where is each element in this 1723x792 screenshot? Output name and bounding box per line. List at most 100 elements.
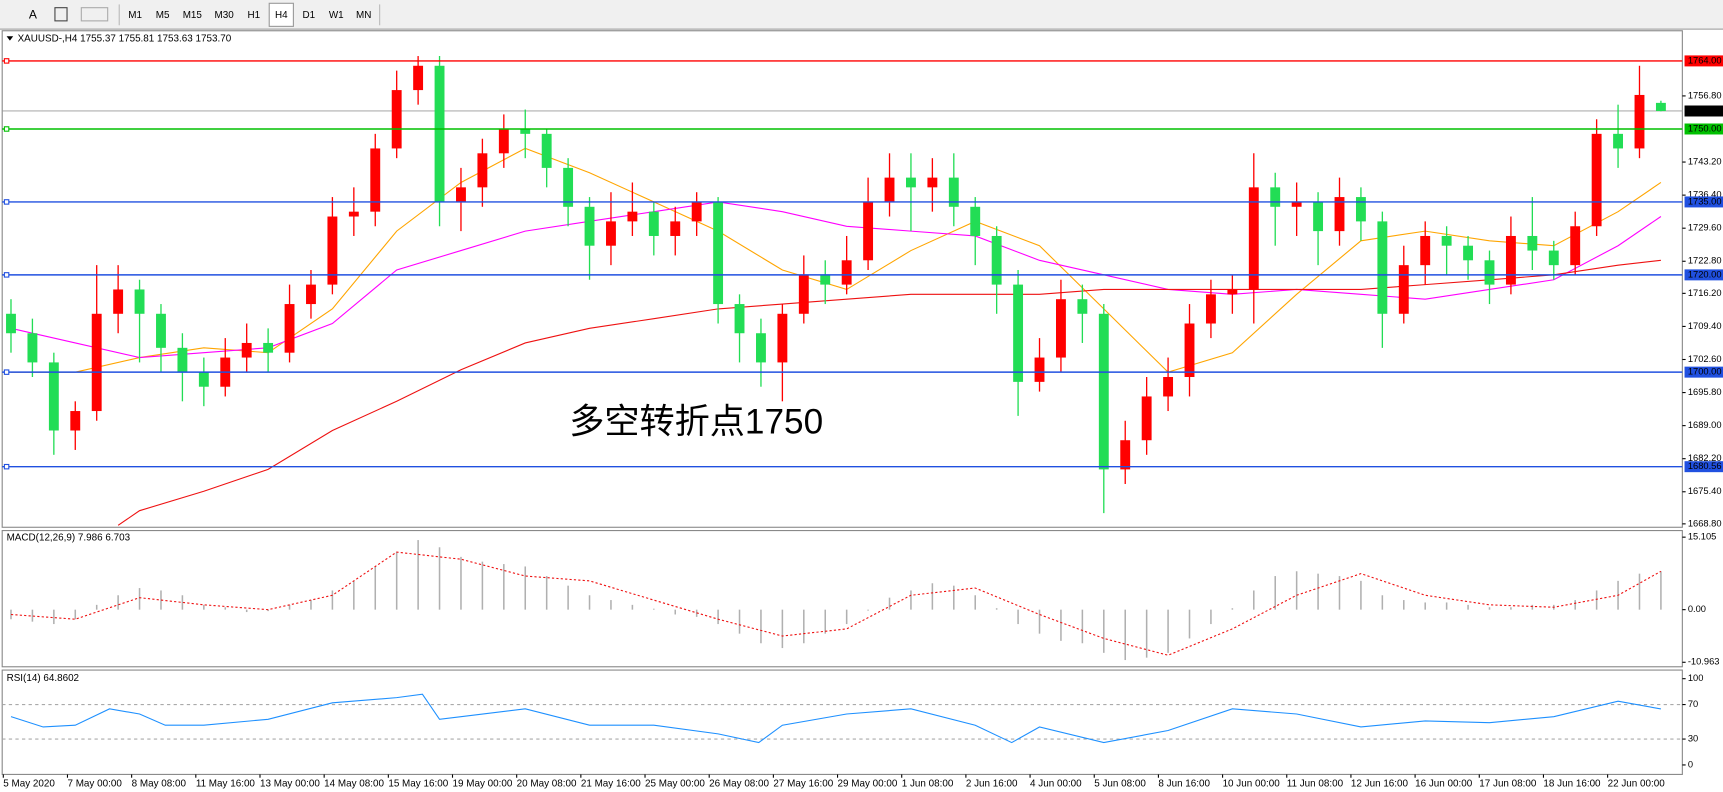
level-label: 1700.00 [1688, 367, 1722, 377]
candle-body [1055, 299, 1066, 358]
candle-body [1505, 235, 1516, 285]
candle-body [1355, 197, 1366, 222]
timeframe-button[interactable]: M30 [215, 10, 235, 21]
candle-body [263, 342, 274, 353]
y-tick-label: 1743.20 [1688, 157, 1722, 167]
candle-body [1463, 245, 1474, 261]
x-tick-label: 14 May 08:00 [324, 778, 384, 789]
level-handle[interactable] [3, 58, 10, 64]
candle-body [1184, 323, 1195, 378]
level-label-bg [1684, 269, 1723, 281]
collapse-arrow[interactable] [6, 36, 14, 41]
x-tick-label: 5 Jun 08:00 [1094, 778, 1146, 789]
level-handle[interactable] [3, 463, 10, 470]
timeframe-button[interactable]: MN [356, 10, 371, 21]
main-panel [1, 30, 1683, 528]
indicator-line [10, 693, 1662, 744]
x-tick-label: 26 May 08:00 [709, 778, 769, 789]
candle-body [456, 187, 466, 202]
tool-button[interactable]: A [29, 8, 38, 22]
candle-body [1227, 289, 1238, 295]
x-tick-label: 29 May 00:00 [838, 778, 898, 789]
candle-body [584, 206, 595, 246]
candle-body [1291, 201, 1302, 207]
candle-body [370, 148, 381, 212]
candle-body [1398, 265, 1409, 314]
x-tick-label: 13 May 00:00 [260, 778, 320, 789]
y-tick-label: 30 [1688, 734, 1698, 744]
candle-body [177, 347, 188, 373]
candle-body [48, 362, 59, 431]
candle-body [670, 221, 681, 236]
candle-body [1655, 102, 1666, 111]
candle-body [991, 235, 1002, 285]
candle-body [541, 133, 552, 168]
toolbar-separator [118, 4, 120, 26]
y-tick-label: 1729.60 [1688, 223, 1722, 233]
y-tick-label: 1675.40 [1688, 486, 1722, 496]
x-tick-label: 20 May 08:00 [517, 778, 577, 789]
candle-body [948, 177, 959, 207]
timeframe-button[interactable]: H1 [248, 10, 261, 21]
timeframe-button[interactable]: W1 [329, 10, 344, 21]
timeframe-button[interactable]: M5 [156, 10, 170, 21]
signal-line [10, 551, 1662, 656]
level-handle[interactable] [3, 369, 10, 375]
candle-body [1634, 94, 1645, 149]
candle-body [1441, 235, 1452, 246]
level-handle[interactable] [3, 272, 10, 278]
level-label-bg [1684, 55, 1723, 67]
toolbar-separator [379, 4, 381, 26]
y-tick-label: 1702.60 [1688, 354, 1722, 364]
x-tick-label: 7 May 00:00 [67, 778, 122, 789]
candle-body [1034, 357, 1045, 382]
y-tick-label: 100 [1688, 673, 1704, 683]
candle-body [606, 221, 616, 246]
y-tick-label: 0 [1688, 759, 1693, 769]
y-tick-label: 1722.80 [1688, 256, 1722, 266]
y-tick-label: 70 [1688, 699, 1698, 709]
candle-body [1163, 377, 1174, 397]
candle-body [563, 167, 574, 207]
timeframe-button[interactable]: H4 [275, 10, 288, 21]
tool-icon[interactable] [80, 7, 109, 22]
x-tick-label: 2 Jun 16:00 [966, 778, 1018, 789]
candle-body [1527, 235, 1538, 251]
candle-body [1270, 187, 1281, 207]
candle-body [884, 177, 895, 202]
y-tick-label: 1689.00 [1688, 420, 1722, 430]
x-tick-label: 11 Jun 08:00 [1287, 778, 1344, 789]
x-tick-label: 18 Jun 16:00 [1543, 778, 1601, 789]
candle-body [1377, 221, 1388, 314]
candle-body [134, 289, 145, 314]
y-tick-label: 1668.80 [1688, 518, 1722, 528]
candle-body [906, 177, 916, 188]
candle-body [713, 201, 724, 305]
timeframe-button[interactable]: M15 [183, 10, 203, 21]
toolbar-border [0, 28, 1723, 30]
rsi-title: RSI(14) 64.8602 [7, 673, 79, 684]
rsi-panel [1, 669, 1683, 775]
level-handle[interactable] [3, 126, 10, 132]
candle-body [241, 342, 252, 358]
timeframe-button[interactable]: D1 [302, 10, 315, 21]
tool-icon[interactable] [54, 7, 68, 22]
candle-body [777, 313, 788, 363]
candle-body [1570, 226, 1581, 266]
candle-body [1591, 133, 1602, 227]
candle-body [6, 313, 16, 334]
candle-body [1205, 294, 1216, 324]
candle-body [970, 206, 981, 236]
timeframe-button[interactable]: M1 [128, 10, 142, 21]
chart-title: XAUUSD-,H4 1755.37 1755.81 1753.63 1753.… [18, 34, 232, 45]
x-tick-label: 11 May 16:00 [196, 778, 256, 789]
candle-body [520, 128, 531, 134]
candle-body [798, 274, 809, 314]
y-tick-label: -10.963 [1688, 657, 1720, 667]
level-handle[interactable] [3, 199, 10, 205]
candle-body [648, 211, 659, 236]
candle-body [1098, 313, 1109, 470]
candle-body [1141, 396, 1152, 441]
